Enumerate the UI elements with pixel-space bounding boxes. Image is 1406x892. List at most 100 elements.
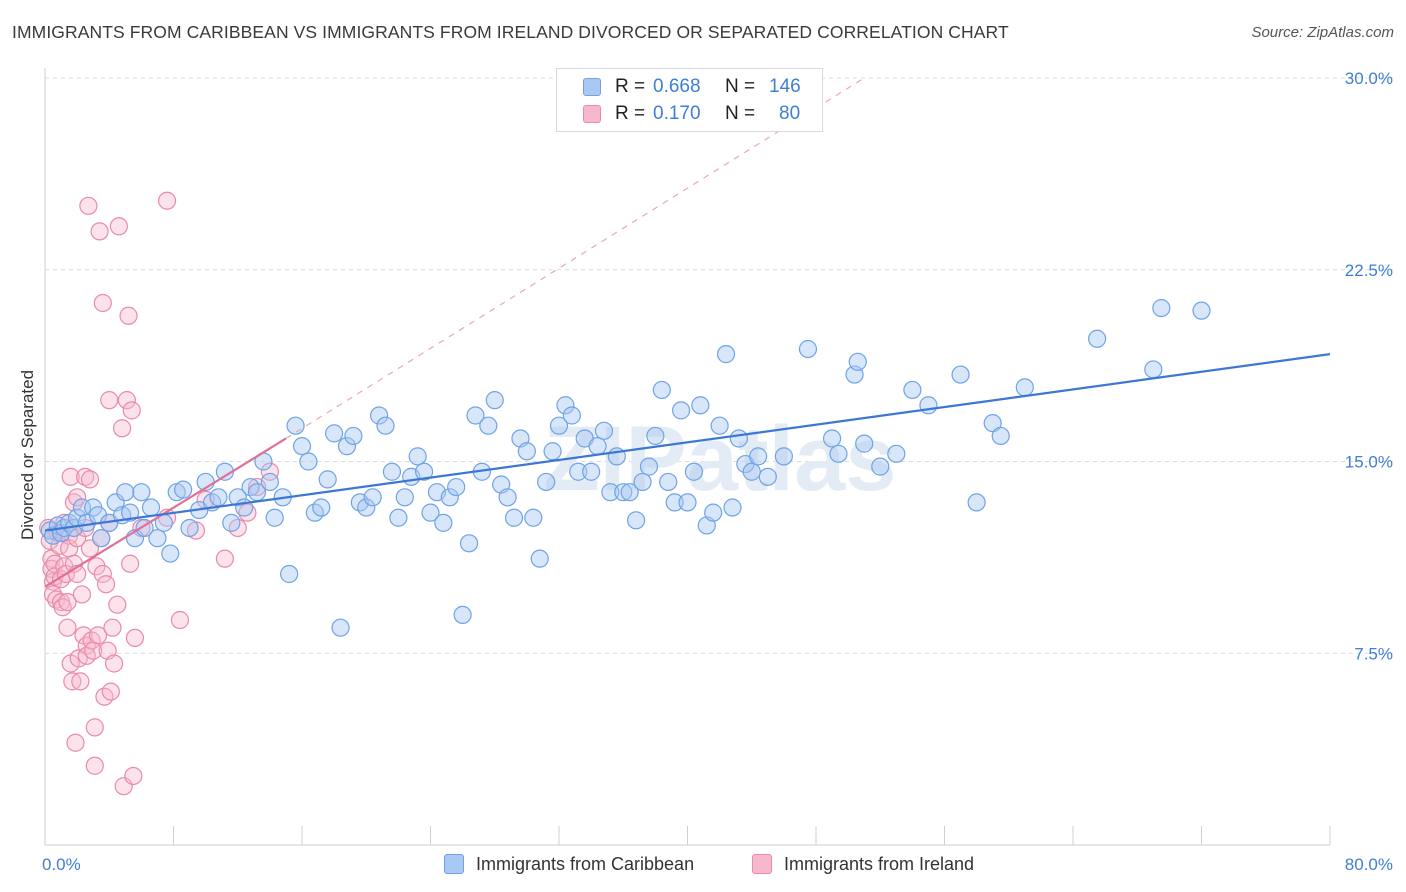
- ireland-point: [58, 618, 77, 637]
- ireland-point: [103, 618, 122, 637]
- ireland-point: [125, 628, 145, 648]
- caribbean-point: [1144, 360, 1163, 379]
- caribbean-point: [312, 498, 331, 517]
- caribbean-point: [774, 447, 793, 466]
- y-tick-label: 30.0%: [1345, 69, 1393, 88]
- caribbean-point: [1087, 329, 1107, 348]
- caribbean-point: [132, 483, 151, 502]
- caribbean-point: [723, 498, 742, 517]
- caribbean-point: [716, 345, 736, 364]
- caribbean-point: [798, 339, 818, 359]
- caribbean-point: [265, 508, 284, 527]
- series-caribbean-points: [40, 299, 1211, 637]
- caribbean-point: [524, 508, 543, 527]
- caribbean-point: [742, 462, 761, 481]
- caribbean-point: [141, 498, 161, 517]
- ireland-point: [96, 575, 116, 594]
- caribbean-point: [408, 447, 427, 466]
- caribbean-point: [582, 462, 601, 481]
- caribbean-point: [562, 406, 581, 425]
- series-ireland-points: [39, 191, 279, 796]
- ireland-point: [93, 293, 112, 313]
- ireland-point: [76, 467, 95, 486]
- trend-lines: [44, 77, 1331, 588]
- caribbean-point: [325, 424, 344, 443]
- caribbean-point: [148, 529, 167, 548]
- correlation-legend: R = 0.668 N = 146 R = 0.170 N = 80: [556, 68, 823, 132]
- ireland-point: [260, 462, 279, 481]
- caribbean-point: [822, 429, 842, 448]
- y-tick-label: 15.0%: [1345, 453, 1393, 472]
- caribbean-point: [504, 508, 524, 527]
- ireland-point: [104, 654, 124, 673]
- caribbean-point: [344, 426, 363, 446]
- caribbean-point: [228, 488, 247, 507]
- ireland-point: [80, 539, 100, 558]
- bottom-legend-ireland: Immigrants from Ireland: [752, 852, 974, 876]
- caribbean-point: [357, 498, 376, 517]
- grid-lines: [45, 77, 1395, 654]
- legend-n-label: N =: [725, 76, 756, 97]
- caribbean-point: [421, 503, 440, 522]
- caribbean-point: [848, 352, 867, 371]
- ireland-trend-extension: [285, 77, 865, 439]
- caribbean-point: [382, 462, 402, 481]
- caribbean-point: [620, 483, 639, 502]
- ireland-point: [124, 766, 143, 786]
- bottom-legend-swatch-caribbean: [444, 854, 464, 874]
- caribbean-point: [363, 488, 382, 507]
- ireland-point: [157, 191, 177, 210]
- caribbean-point: [749, 447, 768, 466]
- ireland-point: [85, 756, 104, 775]
- caribbean-point: [180, 518, 199, 538]
- caribbean-point: [704, 503, 723, 522]
- caribbean-point: [459, 534, 479, 553]
- caribbean-point: [678, 493, 697, 512]
- caribbean-point: [903, 380, 922, 400]
- ireland-point: [58, 593, 77, 612]
- ireland-point: [112, 419, 132, 438]
- caribbean-point: [1152, 299, 1171, 318]
- ireland-point: [108, 595, 127, 614]
- caribbean-point: [601, 483, 620, 502]
- legend-n-label: N =: [725, 103, 756, 124]
- ireland-point: [100, 391, 119, 410]
- ireland-point: [85, 718, 104, 737]
- axes: [44, 68, 1331, 846]
- caribbean-point: [318, 470, 337, 489]
- caribbean-point: [209, 488, 228, 507]
- caribbean-point: [292, 437, 312, 456]
- caribbean-point: [659, 472, 678, 492]
- ireland-point: [61, 467, 80, 486]
- caribbean-point: [280, 564, 299, 584]
- ireland-point: [93, 564, 112, 584]
- caribbean-point: [556, 396, 575, 415]
- legend-r-value: 0.668: [653, 76, 701, 97]
- legend-row-caribbean: R = 0.668 N = 146: [583, 75, 801, 99]
- x-tick-label: 80.0%: [1345, 855, 1393, 874]
- source-credit: Source: ZipAtlas.com: [1251, 24, 1394, 41]
- legend-r-label: R =: [615, 76, 646, 97]
- y-axis-label: Divorced or Separated: [18, 370, 37, 540]
- caribbean-point: [440, 488, 459, 507]
- ireland-trend-line: [44, 437, 287, 588]
- caribbean-point: [530, 549, 549, 568]
- caribbean-point: [414, 462, 434, 481]
- ireland-point: [53, 598, 72, 617]
- legend-row-ireland: R = 0.170 N = 80: [583, 102, 800, 126]
- caribbean-point: [614, 483, 633, 502]
- caribbean-point: [588, 437, 607, 456]
- caribbean-point: [729, 429, 749, 448]
- caribbean-point: [1015, 378, 1034, 397]
- caribbean-point: [116, 483, 135, 502]
- caribbean-point: [161, 544, 180, 563]
- caribbean-point: [498, 488, 517, 507]
- caribbean-point: [376, 416, 395, 435]
- ireland-point: [101, 682, 120, 701]
- x-tick-label: 0.0%: [42, 855, 81, 874]
- caribbean-trend-line: [44, 353, 1331, 532]
- caribbean-point: [517, 442, 536, 461]
- caribbean-point: [549, 416, 569, 435]
- ireland-point: [122, 401, 141, 420]
